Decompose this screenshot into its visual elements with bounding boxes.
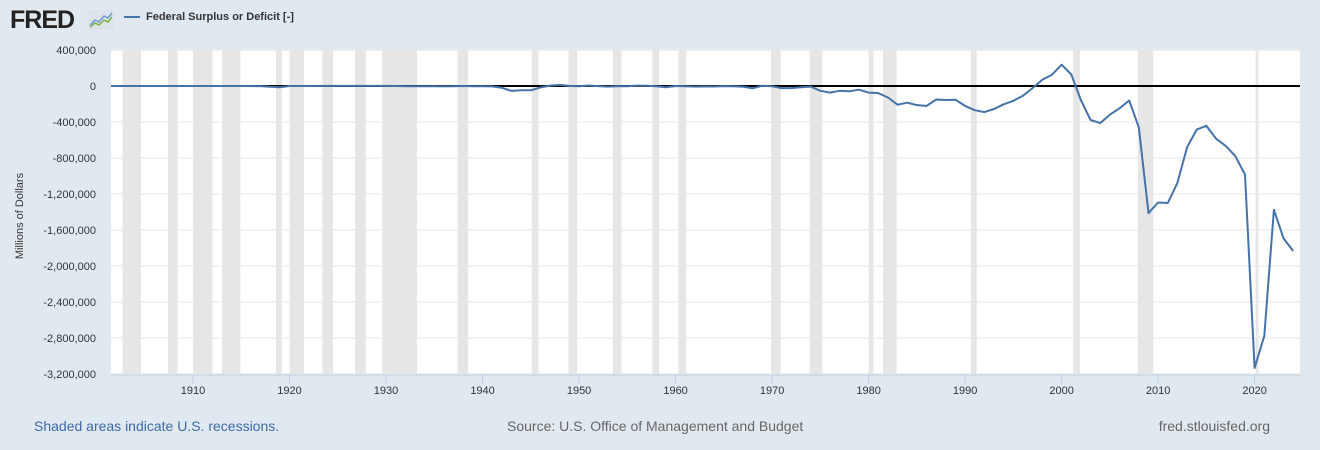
x-tick-label: 1920 [277,385,301,397]
recession-band [1137,50,1154,374]
legend-label: Federal Surplus or Deficit [-] [146,11,294,23]
fred-chart-icon [88,10,114,30]
recessions-note: Shaded areas indicate U.S. recessions. [34,418,280,434]
x-tick-label: 2020 [1242,385,1266,397]
source-text: Source: U.S. Office of Management and Bu… [507,418,804,434]
y-tick-label: -800,000 [53,153,96,165]
plot-area [111,50,1300,374]
x-tick-label: 2000 [1049,385,1073,397]
x-tick-label: 1910 [181,385,205,397]
recession-band [612,50,622,374]
y-tick-label: 0 [90,81,96,93]
recession-band [355,50,366,374]
recession-band [276,50,282,374]
y-tick-label: -1,600,000 [43,225,96,237]
recession-band [809,50,823,374]
y-tick-label: -2,000,000 [43,261,96,273]
recession-band [1255,50,1259,374]
recession-band [771,50,781,374]
series-line [111,63,1294,369]
x-tick-label: 1980 [856,385,880,397]
x-tick-label: 1930 [374,385,398,397]
recession-band [167,50,178,374]
recession-band [1073,50,1080,374]
y-tick-label: -3,200,000 [43,369,96,381]
x-tick-label: 1970 [760,385,784,397]
fred-logo[interactable]: FRED [10,6,75,34]
x-tick-label: 1940 [470,385,494,397]
recession-band [883,50,897,374]
legend: Federal Surplus or Deficit [-] [124,11,294,23]
y-axis-label: Millions of Dollars [14,172,26,260]
x-tick-label: 2010 [1146,385,1170,397]
recession-band [531,50,539,374]
legend-swatch [124,16,140,18]
recession-band [221,50,241,374]
recession-band [652,50,660,374]
recession-band [568,50,578,374]
site-link[interactable]: fred.stlouisfed.org [1158,418,1270,434]
x-tick-label: 1960 [663,385,687,397]
recession-band [457,50,469,374]
y-tick-label: -1,200,000 [43,189,96,201]
y-tick-label: 400,000 [56,45,96,57]
y-tick-label: -2,400,000 [43,297,96,309]
x-tick-label: 1990 [953,385,977,397]
recession-band [678,50,687,374]
recession-band [322,50,333,374]
recession-band [122,50,141,374]
recession-band [970,50,977,374]
recession-band [382,50,417,374]
y-tick-label: -2,800,000 [43,333,96,345]
recession-band [868,50,874,374]
recession-band [193,50,213,374]
x-tick-label: 1950 [567,385,591,397]
y-tick-label: -400,000 [53,117,96,129]
recession-band [289,50,305,374]
